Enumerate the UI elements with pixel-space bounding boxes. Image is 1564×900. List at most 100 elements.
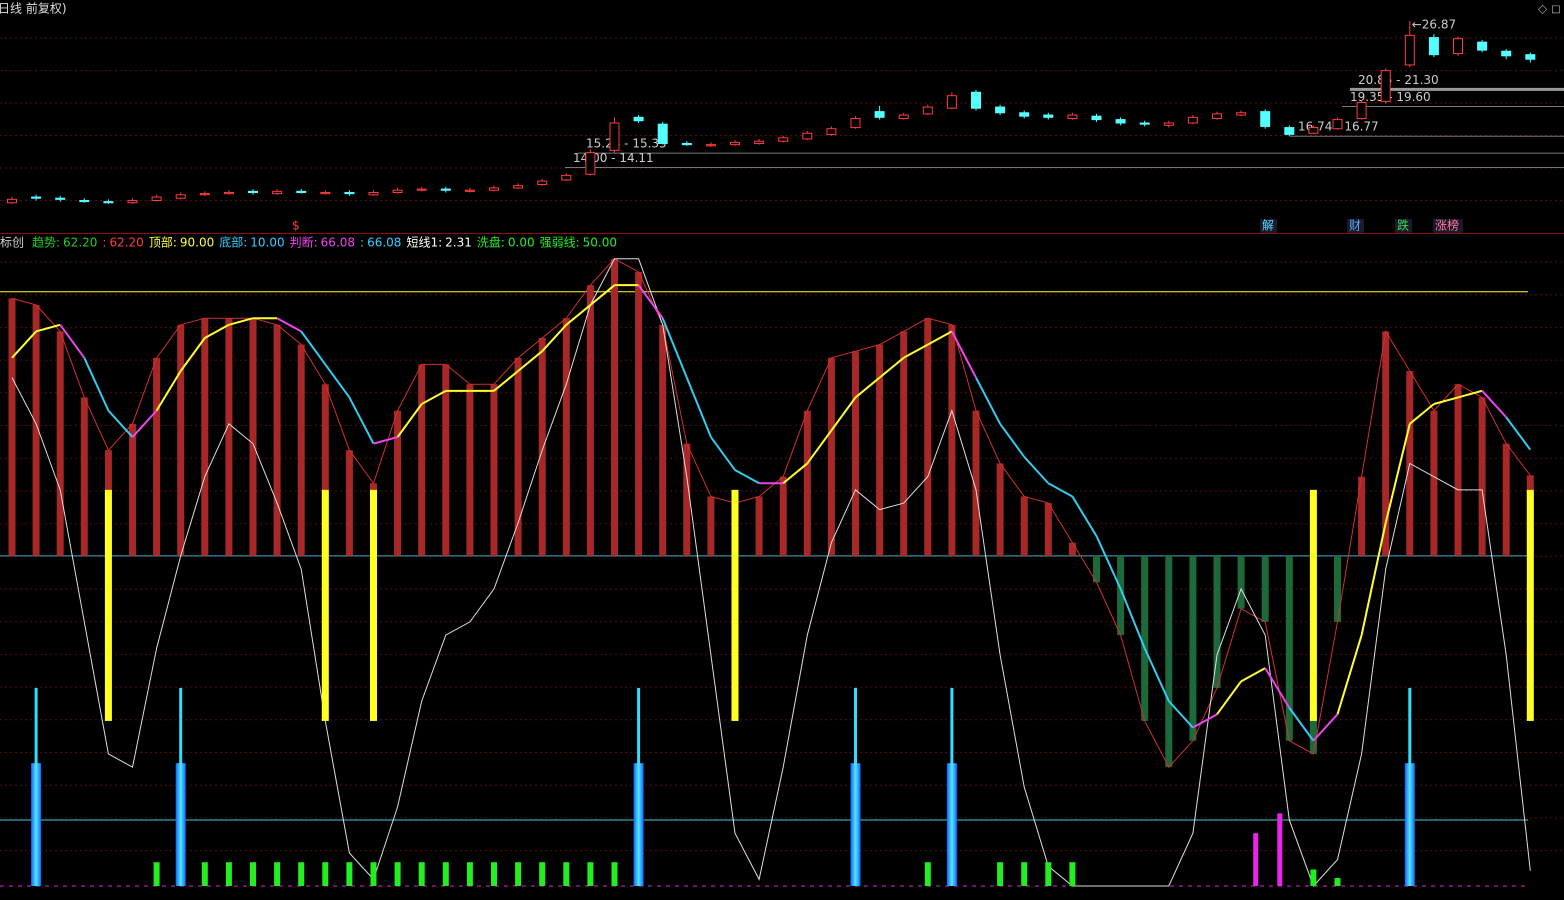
level-label: 15.26 - 15.35 xyxy=(586,137,667,151)
trend-line xyxy=(951,330,977,379)
trend-line xyxy=(710,436,736,471)
trend-bar xyxy=(514,357,522,556)
trend-bar xyxy=(876,344,884,556)
trend-bar xyxy=(1285,555,1293,741)
signal-bar xyxy=(370,489,377,721)
candle-body xyxy=(898,114,909,119)
trend-bar xyxy=(1454,384,1462,556)
trend-bar xyxy=(1382,331,1390,556)
candle-body xyxy=(7,198,17,204)
trend-line xyxy=(1023,456,1050,484)
legend-name: 判断: xyxy=(290,235,318,250)
signal-bar xyxy=(731,489,739,721)
level-label: 20.85 - 21.30 xyxy=(1358,73,1439,87)
peak-label: 26.87 xyxy=(1422,17,1456,31)
candle-body xyxy=(754,140,765,145)
trend-bar xyxy=(948,324,956,556)
period-label: 日线 前复权) xyxy=(0,1,67,16)
peak-arrow: ← xyxy=(1412,17,1422,31)
candle-body xyxy=(1019,112,1030,117)
candle-body xyxy=(850,117,861,129)
candle-body xyxy=(922,106,933,115)
trend-line xyxy=(1505,416,1532,451)
window-icons[interactable]: ◇ ◻ xyxy=(1538,2,1561,16)
trend-bar xyxy=(900,331,908,556)
trend-bar xyxy=(1044,503,1052,556)
candle-body xyxy=(826,128,837,135)
candle-body xyxy=(440,188,451,191)
washout-bar xyxy=(539,862,546,886)
trend-bar xyxy=(442,364,450,556)
washout-bar xyxy=(1021,862,1028,886)
candle-body xyxy=(1525,54,1536,60)
washout-bar xyxy=(924,862,931,886)
trend-bar xyxy=(1020,496,1028,556)
trend-bar xyxy=(852,351,859,556)
washout-bar xyxy=(1334,878,1341,886)
spike-body xyxy=(175,763,186,886)
candle-body xyxy=(1260,111,1271,127)
trend-bar xyxy=(1502,443,1510,556)
trend-bar xyxy=(1358,476,1366,556)
trend-bar xyxy=(466,384,474,556)
trend-bar xyxy=(1117,555,1125,636)
candle-body xyxy=(223,191,234,195)
signal-bar xyxy=(1526,489,1534,721)
trend-bar xyxy=(683,443,691,556)
candle-body xyxy=(416,188,427,191)
trend-bar xyxy=(56,331,64,556)
candle-body xyxy=(1067,114,1078,119)
candle-body xyxy=(1284,127,1295,135)
trend-bar xyxy=(996,463,1004,556)
trend-line xyxy=(1168,700,1194,729)
washout-bar xyxy=(250,862,256,886)
trend-line xyxy=(782,462,808,485)
legend-value: 10.00 xyxy=(250,236,284,250)
trend-line xyxy=(35,323,61,333)
candle-body xyxy=(55,197,66,200)
trend-line xyxy=(878,357,905,379)
candle-body xyxy=(1332,119,1343,130)
trend-line xyxy=(179,337,206,372)
legend-value: 66.08 xyxy=(367,236,401,250)
trend-bar xyxy=(80,397,88,556)
trend-bar xyxy=(1189,555,1197,741)
candle-body xyxy=(1115,119,1126,124)
trend-line xyxy=(830,396,857,432)
trend-line xyxy=(975,377,1001,425)
trend-bar xyxy=(249,318,257,556)
trend-bar xyxy=(153,357,161,556)
trend-bar xyxy=(586,285,594,556)
washout-bar xyxy=(466,862,473,886)
trend-line xyxy=(854,376,881,399)
trend-bar xyxy=(827,357,835,556)
legend-name: 底部: xyxy=(219,235,247,250)
trend-line xyxy=(1312,713,1339,742)
washout-bar xyxy=(298,862,305,886)
spike-body xyxy=(850,763,861,886)
candle-body xyxy=(730,141,740,146)
candle-body xyxy=(1163,122,1174,126)
trend-line xyxy=(685,377,712,438)
trend-line xyxy=(348,396,375,445)
candle-body xyxy=(1187,116,1198,124)
candle-body xyxy=(272,190,283,195)
trend-line xyxy=(661,317,688,378)
candle-body xyxy=(537,180,548,186)
trend-line xyxy=(1095,535,1122,590)
trend-line xyxy=(734,469,760,485)
washout-bar xyxy=(322,862,329,886)
spike-body xyxy=(946,763,957,886)
trend-line xyxy=(517,350,543,372)
trend-bar xyxy=(321,384,329,556)
candle-body xyxy=(513,185,524,189)
candle-body xyxy=(657,123,668,145)
trend-line xyxy=(1047,482,1073,498)
candle-body xyxy=(1236,112,1247,116)
candle-body xyxy=(464,189,475,192)
trend-bar xyxy=(1165,555,1173,768)
trend-line xyxy=(107,409,134,438)
trend-line xyxy=(1384,423,1411,524)
